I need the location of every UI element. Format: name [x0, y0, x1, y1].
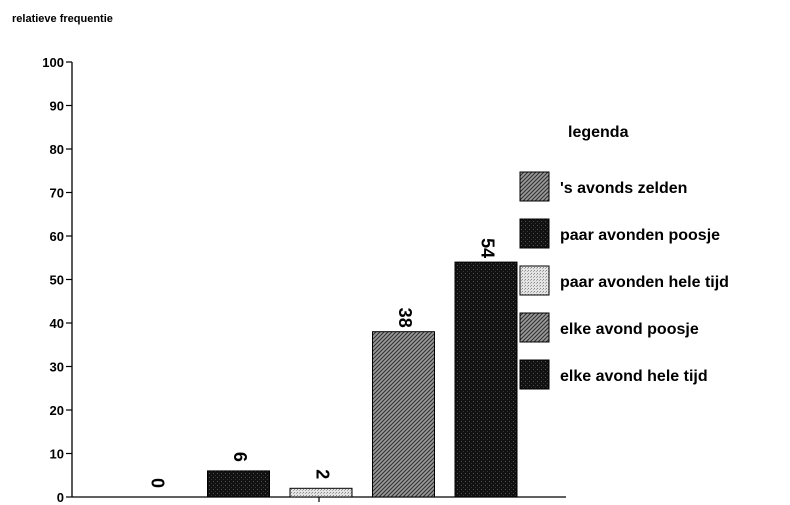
y-axis-title: relatieve frequentie [12, 13, 113, 25]
y-tick-label: 10 [50, 447, 64, 462]
legend-label: paar avonden poosje [560, 227, 720, 244]
y-tick-label: 100 [42, 55, 64, 70]
y-tick-label: 70 [50, 186, 64, 201]
legend-label: 's avonds zelden [560, 180, 687, 197]
y-tick-label: 30 [50, 360, 64, 375]
y-tick-label: 90 [50, 99, 64, 114]
legend-swatch [519, 171, 550, 202]
data-label: 2 [312, 469, 332, 479]
legend-swatch [519, 218, 550, 249]
bar [372, 331, 435, 498]
bars-group [207, 261, 518, 498]
legend-label: elke avond poosje [560, 321, 699, 338]
legend: 's avonds zelden paar avonden poosje paar … [519, 171, 729, 390]
legend-label: paar avonden hele tijd [560, 274, 729, 291]
data-label: 38 [395, 308, 415, 328]
legend-label: elke avond hele tijd [560, 368, 708, 385]
y-tick-label: 40 [50, 316, 64, 331]
legend-swatch [519, 265, 550, 296]
y-tick-label: 60 [50, 229, 64, 244]
data-labels-group: 0 6 2 38 54 [147, 238, 497, 488]
y-axis-ticks: 0 10 20 30 40 50 60 70 80 90 100 [42, 55, 72, 505]
y-tick-label: 20 [50, 403, 64, 418]
data-label: 54 [477, 238, 497, 258]
bar [289, 487, 353, 498]
legend-swatch [519, 312, 550, 343]
y-tick-label: 80 [50, 142, 64, 157]
legend-title: legenda [568, 124, 629, 141]
y-tick-label: 0 [57, 490, 64, 505]
bar [207, 470, 270, 498]
legend-swatch [519, 359, 550, 390]
y-tick-label: 50 [50, 273, 64, 288]
data-label: 6 [230, 452, 250, 462]
data-label: 0 [147, 478, 167, 488]
bar [454, 261, 518, 498]
